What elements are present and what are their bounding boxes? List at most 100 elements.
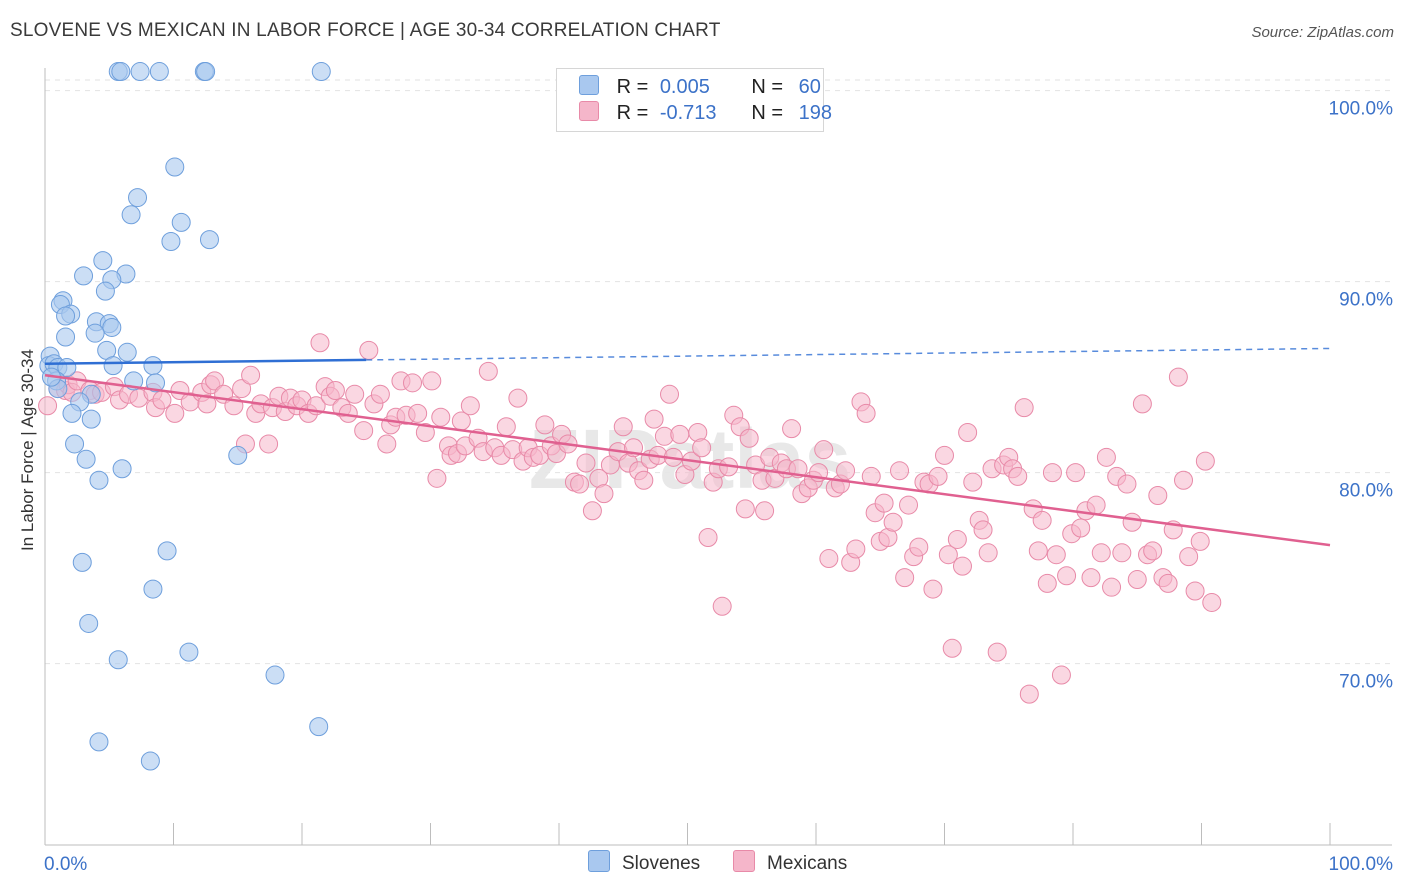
- slovenes-point: [56, 306, 76, 326]
- mexicans-point: [952, 556, 972, 576]
- mexicans-point: [978, 543, 998, 563]
- slovenes-point: [89, 470, 109, 490]
- legend-row-mexicans: R = -0.713 N = 198: [579, 101, 832, 127]
- mexicans-point: [508, 388, 528, 408]
- mexicans-point: [1179, 547, 1199, 567]
- mexicans-point: [899, 495, 919, 515]
- mexicans-point: [782, 419, 802, 439]
- slovenes-point: [108, 650, 128, 670]
- mexicans-point: [1042, 463, 1062, 483]
- slovenes-point: [199, 230, 219, 250]
- mexicans-point: [712, 596, 732, 616]
- slovenes-point: [62, 403, 82, 423]
- mexicans-point: [1148, 486, 1168, 506]
- mexicans-point: [895, 568, 915, 588]
- mexicans-point: [205, 371, 225, 391]
- mexicans-point: [1032, 510, 1052, 530]
- slovenes-point: [179, 642, 199, 662]
- r-value-slovenes: 0.005: [659, 76, 710, 98]
- mexicans-point: [739, 428, 759, 448]
- mexicans-point: [359, 340, 379, 360]
- mexicans-point: [594, 484, 614, 504]
- mexicans-point: [478, 361, 498, 381]
- y-tick-label: 70.0%: [1339, 672, 1393, 693]
- y-tick-label: 100.0%: [1329, 99, 1394, 120]
- r-label: R =: [616, 102, 649, 124]
- mexicans-point: [928, 466, 948, 486]
- mexicans-point: [354, 421, 374, 441]
- mexicans-point: [660, 384, 680, 404]
- mexicans-point: [1037, 573, 1057, 593]
- slovenes-point: [111, 62, 131, 82]
- mexicans-point: [535, 415, 555, 435]
- mexicans-point: [427, 468, 447, 488]
- mexicans-point: [958, 422, 978, 442]
- y-axis-label: In Labor Force | Age 30-34: [18, 349, 37, 551]
- mexicans-point: [197, 394, 217, 414]
- mexicans-point: [836, 461, 856, 481]
- slovenes-trend-extension: [366, 347, 1331, 361]
- mexicans-point: [1014, 398, 1034, 418]
- n-value-mexicans: 198: [798, 102, 832, 124]
- r-label: R =: [616, 76, 649, 98]
- mexicans-point: [963, 472, 983, 492]
- slovenes-point: [161, 232, 181, 252]
- x-tick-label: 0.0%: [44, 854, 87, 875]
- mexicans-point: [1122, 512, 1142, 532]
- slovenes-point: [309, 717, 329, 737]
- slovenes-point: [79, 613, 99, 633]
- mexicans-point: [1051, 665, 1071, 685]
- x-tick-label: 100.0%: [1329, 854, 1394, 875]
- mexicans-point: [819, 549, 839, 569]
- mexicans-point: [1028, 541, 1048, 561]
- mexicans-point: [856, 403, 876, 423]
- slovenes-point: [76, 449, 96, 469]
- mexicans-point: [241, 365, 261, 385]
- mexicans-point: [1019, 684, 1039, 704]
- mexicans-point: [1202, 592, 1222, 612]
- slovenes-point: [102, 317, 122, 337]
- mexicans-point: [938, 545, 958, 565]
- axes: [44, 68, 1392, 846]
- mexicans-point: [814, 440, 834, 460]
- mexicans-point: [1127, 570, 1147, 590]
- legend-item-slovenes: Slovenes: [588, 850, 700, 875]
- mexicans-swatch: [733, 850, 755, 872]
- slovenes-point: [311, 62, 331, 82]
- slovenes-point: [56, 327, 76, 347]
- mexicans-point: [408, 403, 428, 423]
- mexicans-point: [1096, 447, 1116, 467]
- n-value-slovenes: 60: [798, 76, 821, 98]
- r-value-mexicans: -0.713: [659, 102, 717, 124]
- mexicans-point: [370, 384, 390, 404]
- slovenes-point: [74, 266, 94, 286]
- mexicans-point: [1008, 466, 1028, 486]
- mexicans-point: [1066, 463, 1086, 483]
- tick-labels: 100.0% 90.0% 80.0% 70.0% 0.0% 100.0%: [44, 99, 1393, 875]
- mexicans-point: [582, 501, 602, 521]
- mexicans-points: [38, 333, 1222, 704]
- mexicans-point: [1195, 451, 1215, 471]
- slovenes-point: [165, 157, 185, 177]
- slovenes-point: [103, 356, 123, 376]
- mexicans-point: [259, 434, 279, 454]
- slovenes-point: [171, 212, 191, 232]
- mexicans-point: [165, 403, 185, 423]
- mexicans-point: [232, 379, 252, 399]
- mexicans-point: [496, 417, 516, 437]
- slovenes-point: [196, 62, 216, 82]
- mexicans-point: [644, 409, 664, 429]
- mexicans-point: [1091, 543, 1111, 563]
- slovenes-point: [265, 665, 285, 685]
- slovenes-swatch: [588, 850, 610, 872]
- legend-row-slovenes: R = 0.005 N = 60: [579, 75, 821, 101]
- mexicans-point: [403, 373, 423, 393]
- slovenes-point: [143, 579, 163, 599]
- slovenes-point: [93, 251, 113, 271]
- mexicans-point: [460, 396, 480, 416]
- slovenes-point: [65, 434, 85, 454]
- trend-lines: [44, 347, 1331, 547]
- mexicans-point: [310, 333, 330, 353]
- mexicans-point: [634, 470, 654, 490]
